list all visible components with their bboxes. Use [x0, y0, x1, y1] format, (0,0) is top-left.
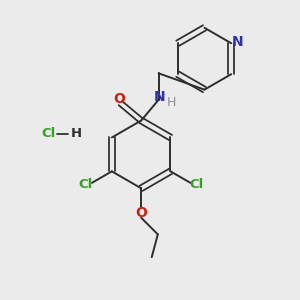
Text: H: H	[71, 127, 82, 140]
Text: N: N	[154, 90, 166, 104]
Text: Cl: Cl	[41, 127, 56, 140]
Text: N: N	[232, 35, 244, 49]
Text: O: O	[135, 206, 147, 220]
Text: H: H	[166, 96, 176, 109]
Text: Cl: Cl	[78, 178, 93, 191]
Text: Cl: Cl	[190, 178, 204, 191]
Text: O: O	[113, 92, 125, 106]
